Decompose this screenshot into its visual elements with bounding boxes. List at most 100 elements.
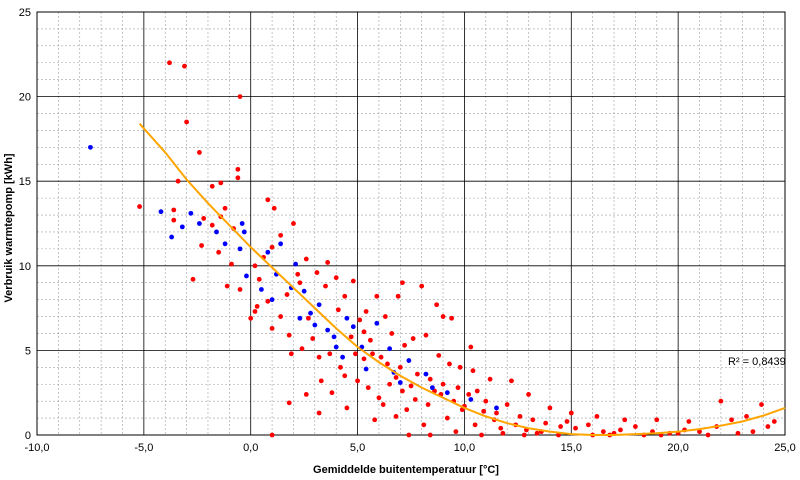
data-point [521, 432, 527, 438]
y-tick-label: 20 [19, 92, 31, 104]
data-point [393, 375, 399, 380]
data-point [697, 429, 702, 435]
data-point [237, 94, 243, 99]
data-point [363, 366, 369, 372]
data-point [333, 344, 339, 350]
data-point [453, 429, 459, 435]
data-point [201, 216, 207, 221]
data-point [389, 331, 395, 336]
data-point [256, 276, 262, 282]
data-point [269, 432, 275, 438]
y-tick-label: 10 [19, 261, 31, 273]
data-point [600, 429, 606, 435]
data-point [427, 376, 433, 382]
data-point [429, 385, 435, 391]
data-point [353, 351, 358, 357]
data-point [509, 378, 514, 384]
data-point [372, 417, 378, 423]
data-point [400, 388, 405, 394]
data-point [235, 175, 241, 181]
data-point [303, 256, 309, 262]
data-point [479, 432, 484, 438]
data-point [365, 385, 371, 391]
data-point [447, 361, 452, 367]
data-point [457, 364, 463, 370]
data-point [423, 371, 429, 377]
data-point [526, 391, 531, 397]
data-point [402, 342, 407, 348]
data-point [327, 351, 333, 357]
data-point [744, 413, 749, 419]
data-point [444, 390, 450, 396]
data-point [500, 430, 506, 436]
data-point [355, 378, 360, 384]
data-point [654, 417, 660, 423]
data-point [594, 413, 600, 419]
data-point [363, 309, 369, 314]
data-point [622, 417, 628, 423]
data-point [543, 420, 549, 426]
data-point [218, 180, 224, 186]
data-point [269, 244, 275, 250]
data-point [344, 405, 350, 411]
data-point [472, 422, 478, 428]
y-tick-label: 5 [25, 345, 31, 357]
data-point [265, 197, 271, 203]
data-point [182, 63, 187, 69]
data-point [318, 378, 324, 384]
data-point [404, 407, 410, 413]
data-point [197, 150, 202, 155]
data-point [419, 283, 425, 289]
data-point [718, 398, 724, 404]
data-point [729, 417, 734, 423]
y-tick-label: 0 [25, 430, 31, 442]
data-points [88, 60, 777, 438]
x-tick-label: 10,0 [454, 442, 475, 454]
y-tick-label: 15 [19, 176, 31, 188]
data-point [179, 224, 185, 230]
data-point [244, 273, 249, 279]
data-point [361, 356, 367, 362]
data-point [750, 429, 756, 435]
data-point [410, 336, 416, 341]
data-point [374, 320, 380, 326]
x-axis-title: Gemiddelde buitentemperatuur [°C] [313, 464, 499, 476]
data-point [316, 302, 322, 308]
data-point [325, 260, 331, 265]
data-point [214, 229, 219, 235]
data-point [585, 422, 591, 428]
data-point [449, 315, 455, 321]
data-point [412, 397, 418, 402]
y-tick-labels: 0 5 10 15 20 25 [19, 7, 31, 442]
data-point [361, 329, 367, 335]
data-point [286, 400, 292, 406]
data-point [406, 432, 412, 438]
data-point [423, 332, 429, 338]
x-tick-labels: -10,0 -5,0 0,0 5,0 10,0 15,0 20,0 25,0 [24, 442, 795, 454]
data-point [158, 209, 164, 215]
data-point [342, 293, 348, 299]
data-point [284, 292, 290, 297]
data-point [573, 425, 578, 431]
data-point [530, 417, 536, 423]
data-point [705, 432, 711, 438]
data-point [568, 410, 574, 416]
data-point [331, 334, 337, 340]
data-point [229, 261, 234, 267]
data-point [190, 276, 196, 282]
data-point [209, 183, 215, 189]
data-point [397, 364, 403, 370]
data-point [765, 424, 771, 429]
data-point [498, 425, 504, 431]
r-squared-annotation: R² = 0,8439 [728, 356, 786, 368]
x-tick-label: 25,0 [774, 442, 795, 454]
data-point [406, 358, 412, 363]
data-point [199, 243, 204, 248]
data-point [387, 381, 393, 387]
data-point [395, 293, 401, 299]
data-point [397, 380, 403, 385]
data-point [350, 278, 356, 284]
data-point [474, 388, 480, 394]
data-point [265, 249, 271, 255]
